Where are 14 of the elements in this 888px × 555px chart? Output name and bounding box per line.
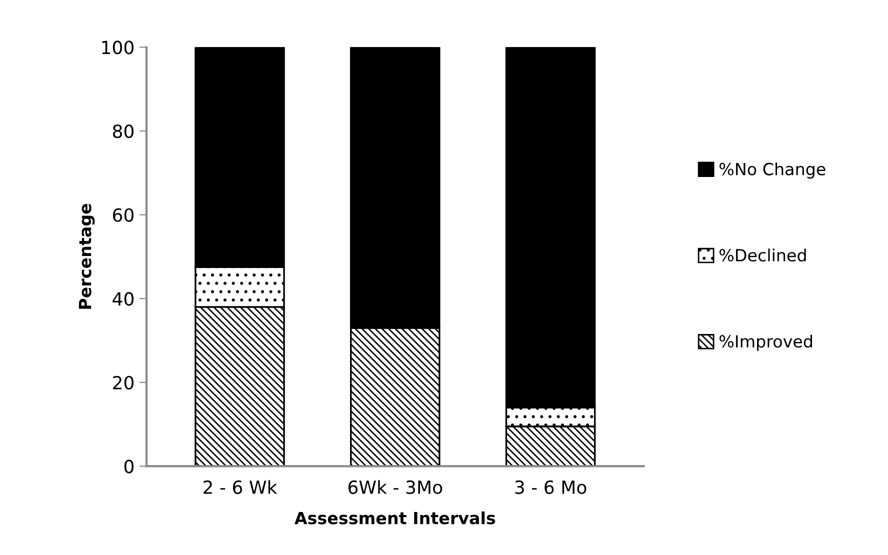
- y-tick-label: 60: [113, 208, 134, 222]
- y-tick-label: 100: [102, 40, 134, 54]
- x-tick-label: 3 - 6 Mo: [515, 480, 586, 494]
- y-tick-label: 0: [124, 460, 134, 474]
- y-tick-label: 20: [113, 376, 134, 390]
- y-tick-label: 80: [112, 124, 134, 138]
- x-axis-title: Assessment Intervals: [294, 511, 496, 524]
- legend-label: %Declined: [720, 248, 806, 262]
- y-tick-label: 40: [112, 292, 134, 306]
- legend-label: %Improved: [720, 334, 812, 351]
- legend-label: %No Change: [720, 162, 826, 179]
- y-axis-title: Percentage: [78, 204, 95, 309]
- x-tick-label: 6Wk - 3Mo: [348, 480, 442, 494]
- x-tick-label: 2 - 6 Wk: [204, 480, 278, 494]
